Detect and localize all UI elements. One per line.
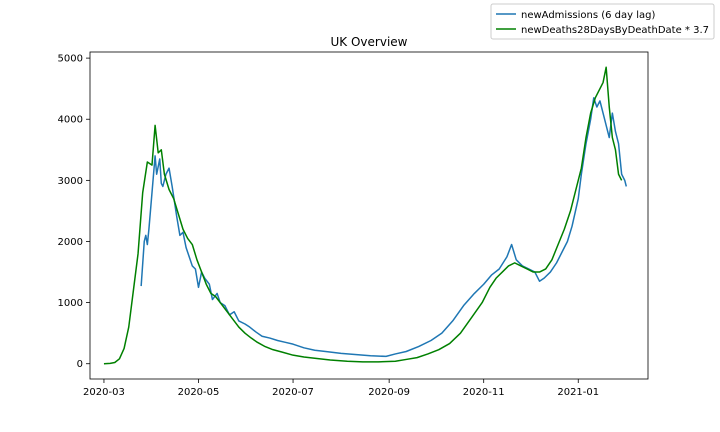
legend: newAdmissions (6 day lag) newDeaths28Day…	[490, 3, 715, 40]
x-axis: 2020-03 2020-05 2020-07 2020-09 2020-11 2021-…	[83, 379, 599, 398]
legend-label-deaths: newDeaths28DaysByDeathDate * 3.7	[521, 25, 709, 36]
y-tick-label: 4000	[58, 115, 83, 126]
y-tick-label: 1000	[58, 298, 83, 309]
series-line-1	[103, 66, 623, 365]
series-layer	[103, 66, 628, 365]
x-tick-label: 2021-01	[557, 387, 599, 398]
x-tick-label: 2020-11	[463, 387, 505, 398]
legend-box	[490, 3, 715, 40]
y-tick-label: 0	[77, 359, 83, 370]
y-tick-label: 2000	[58, 237, 83, 248]
x-tick-label: 2020-07	[272, 387, 314, 398]
legend-label-admissions: newAdmissions (6 day lag)	[521, 10, 656, 21]
x-tick-label: 2020-03	[83, 387, 125, 398]
x-tick-label: 2020-09	[368, 387, 410, 398]
chart-title: UK Overview	[331, 35, 408, 49]
y-tick-label: 3000	[58, 176, 83, 187]
y-axis: 0 1000 2000 3000 4000 5000	[58, 54, 90, 370]
plot-area	[89, 51, 649, 380]
y-tick-label: 5000	[58, 54, 83, 65]
x-tick-label: 2020-05	[178, 387, 220, 398]
series-line-0	[140, 97, 628, 358]
